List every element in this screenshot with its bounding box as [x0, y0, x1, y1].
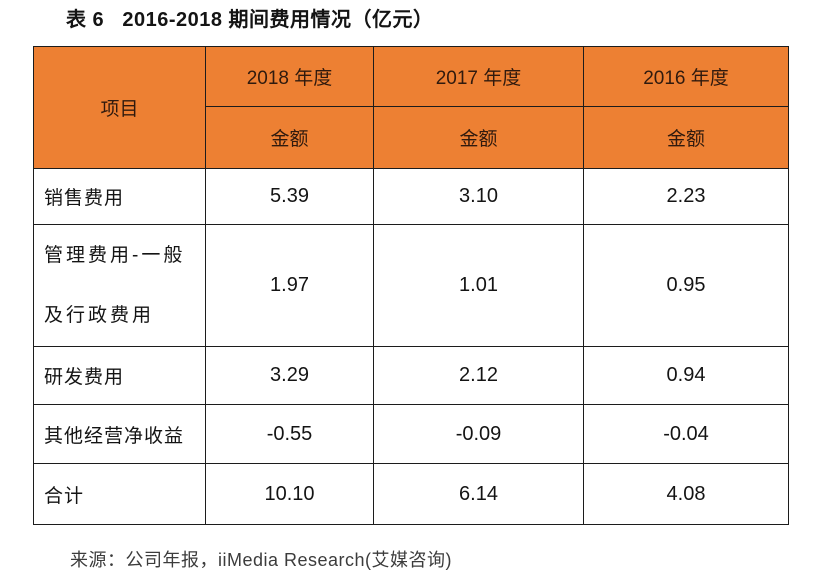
cell-value: 2.23	[583, 168, 789, 225]
table-title: 表 6 2016-2018 期间费用情况（亿元）	[66, 9, 434, 31]
cell-value: 6.14	[373, 463, 584, 525]
row-label: 研发费用	[33, 346, 206, 405]
header-cell-amount-2018: 金额	[205, 106, 374, 169]
header-cell-year-2016: 2016 年度	[583, 46, 789, 107]
cell-value: 3.10	[373, 168, 584, 225]
row-label: 合计	[33, 463, 206, 525]
cell-value: 5.39	[205, 168, 374, 225]
table-header: 项目 2018 年度 2017 年度 2016 年度 金额 金额 金额	[33, 46, 789, 169]
table-row: 销售费用 5.39 3.10 2.23	[33, 168, 789, 225]
cell-value: 4.08	[583, 463, 789, 525]
source-note: 来源：公司年报，iiMedia Research(艾媒咨询)	[70, 550, 453, 570]
header-cell-year-2018: 2018 年度	[205, 46, 374, 107]
cell-value: 1.97	[205, 224, 374, 347]
header-cell-item: 项目	[33, 46, 206, 169]
cell-value: -0.09	[373, 404, 584, 464]
table-body: 销售费用 5.39 3.10 2.23 管理费用-一般 及行政费用 1.97 1…	[33, 168, 789, 525]
cell-value: 1.01	[373, 224, 584, 347]
header-row-years: 项目 2018 年度 2017 年度 2016 年度	[33, 46, 789, 169]
cell-value: 0.95	[583, 224, 789, 347]
cell-value: 0.94	[583, 346, 789, 405]
table-row-total: 合计 10.10 6.14 4.08	[33, 463, 789, 525]
cell-value: -0.04	[583, 404, 789, 464]
table-row: 管理费用-一般 及行政费用 1.97 1.01 0.95	[33, 224, 789, 347]
row-label: 管理费用-一般 及行政费用	[33, 224, 206, 347]
cell-value: 2.12	[373, 346, 584, 405]
expense-table: 项目 2018 年度 2017 年度 2016 年度 金额 金额 金额 销售费用…	[33, 46, 789, 525]
table-row: 其他经营净收益 -0.55 -0.09 -0.04	[33, 404, 789, 464]
header-row-amount: 金额 金额 金额	[34, 106, 789, 169]
cell-value: 3.29	[205, 346, 374, 405]
header-cell-year-2017: 2017 年度	[373, 46, 584, 107]
header-cell-amount-2016: 金额	[583, 106, 789, 169]
row-label: 销售费用	[33, 168, 206, 225]
table-row: 研发费用 3.29 2.12 0.94	[33, 346, 789, 405]
cell-value: 10.10	[205, 463, 374, 525]
row-label: 其他经营净收益	[33, 404, 206, 464]
header-cell-amount-2017: 金额	[373, 106, 584, 169]
cell-value: -0.55	[205, 404, 374, 464]
